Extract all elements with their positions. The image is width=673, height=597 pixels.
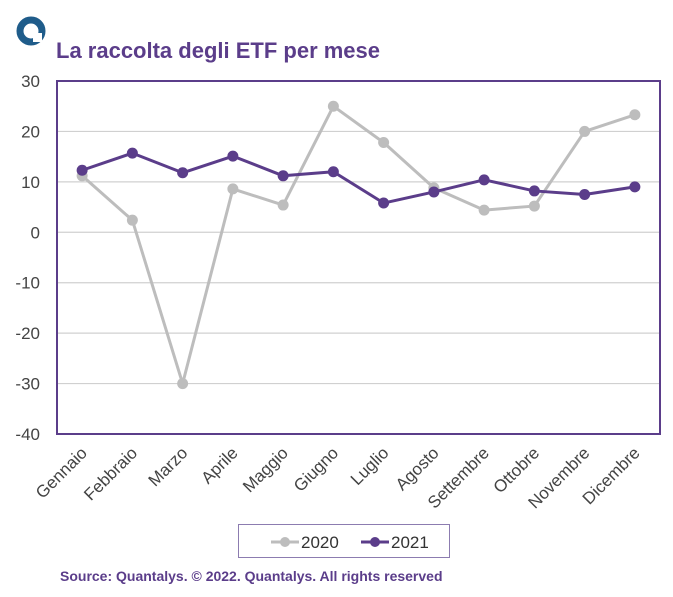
legend-label-2020: 2020	[301, 533, 339, 552]
data-point-2021	[277, 170, 289, 182]
series-line-2021	[81, 151, 636, 205]
y-tick-label: -10	[15, 274, 40, 293]
legend-marker-2020	[280, 537, 290, 547]
y-tick-label: -40	[15, 425, 40, 444]
data-point-2020	[478, 204, 490, 216]
y-tick-label: -30	[15, 375, 40, 394]
quantalys-logo-icon	[16, 16, 46, 46]
data-point-2020	[579, 125, 591, 137]
legend-marker-2021	[370, 537, 380, 547]
data-point-2020	[277, 199, 289, 211]
x-tick-label: Luglio	[347, 443, 393, 489]
data-point-2021	[478, 174, 490, 186]
data-point-2021	[579, 188, 591, 200]
y-tick-label: 10	[21, 173, 40, 192]
series	[76, 100, 641, 390]
source-note: Source: Quantalys. © 2022. Quantalys. Al…	[60, 568, 443, 584]
data-point-2020	[378, 137, 390, 149]
series-2021	[76, 147, 641, 209]
legend-item-2021: 2021	[361, 533, 429, 552]
x-tick-label: Maggio	[239, 443, 292, 496]
chart-title: La raccolta degli ETF per mese	[56, 38, 381, 63]
data-point-2021	[227, 150, 239, 162]
data-point-2020	[126, 214, 138, 226]
data-point-2020	[528, 200, 540, 212]
data-point-2020	[227, 183, 239, 195]
data-point-2021	[428, 186, 440, 198]
x-tick-label: Febbraio	[80, 443, 141, 504]
grid-lines	[57, 80, 660, 435]
y-tick-label: -20	[15, 324, 40, 343]
legend: 2020 2021	[238, 524, 450, 558]
y-tick-label: 0	[31, 223, 40, 242]
legend-item-2020: 2020	[271, 533, 339, 552]
series-2020	[76, 100, 641, 390]
y-axis-ticks: 30 20 10 0 -10 -20 -30 -40	[15, 72, 40, 444]
y-tick-label: 30	[21, 72, 40, 91]
data-point-2020	[327, 100, 339, 112]
data-point-2021	[378, 197, 390, 209]
legend-label-2021: 2021	[391, 533, 429, 552]
x-tick-label: Aprile	[198, 443, 242, 487]
data-point-2020	[177, 378, 189, 390]
data-point-2021	[327, 166, 339, 178]
data-point-2021	[76, 164, 88, 176]
series-line-2020	[81, 104, 636, 386]
data-point-2021	[629, 181, 641, 193]
data-point-2020	[629, 109, 641, 121]
plot-frame	[56, 80, 661, 435]
data-point-2021	[528, 185, 540, 197]
y-tick-label: 20	[21, 122, 40, 141]
x-tick-label: Marzo	[145, 443, 192, 490]
data-point-2021	[126, 147, 138, 159]
x-tick-label: Giugno	[290, 443, 342, 495]
data-point-2021	[177, 167, 189, 179]
